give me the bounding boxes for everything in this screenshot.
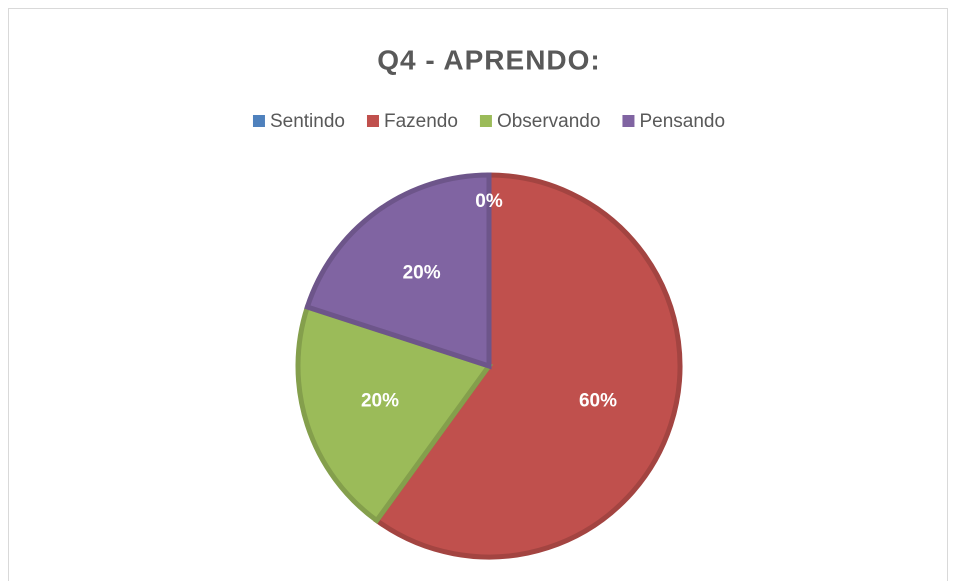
data-label: 60% [579, 390, 617, 411]
chart-title: Q4 - APRENDO: [377, 44, 601, 75]
legend-label: Fazendo [384, 111, 458, 132]
legend-label: Observando [497, 111, 601, 132]
legend-swatch [366, 115, 379, 127]
legend-label: Sentindo [270, 111, 345, 132]
data-label: 20% [403, 262, 441, 283]
data-label: 0% [475, 191, 503, 212]
legend-swatch [622, 115, 635, 127]
data-label: 20% [361, 390, 399, 411]
pie-slice [304, 172, 492, 370]
legend: Sentindo Fazendo Observando Pensando [252, 111, 725, 132]
pie-slice [373, 172, 683, 560]
legend-swatch [479, 115, 492, 127]
legend-label: Pensando [639, 111, 725, 132]
legend-swatch [252, 115, 265, 127]
pie-slice [295, 303, 494, 525]
